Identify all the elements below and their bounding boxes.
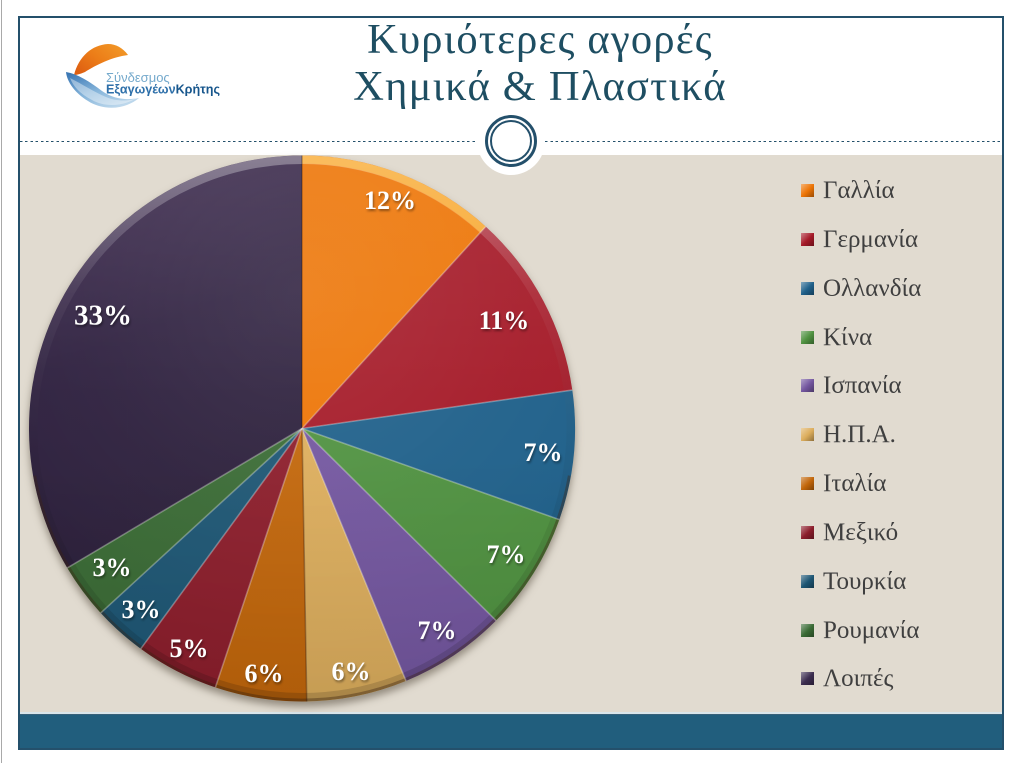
svg-text:ΕξαγωγέωνΚρήτης: ΕξαγωγέωνΚρήτης: [106, 83, 220, 97]
svg-text:Σύνδεσμος: Σύνδεσμος: [106, 70, 170, 85]
